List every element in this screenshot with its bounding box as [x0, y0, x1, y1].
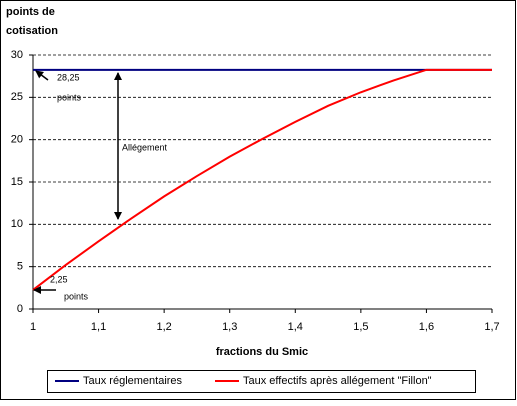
y-tick-label: 10	[11, 218, 23, 230]
x-tick-label: 1,3	[222, 321, 237, 333]
annotation-arrow	[35, 70, 49, 81]
annotation: Allégement	[122, 142, 168, 152]
y-tick-label: 25	[11, 91, 23, 103]
annotation: 2,25	[50, 274, 68, 284]
x-tick-label: 1,4	[288, 321, 303, 333]
line-series	[32, 68, 492, 291]
x-tick-label: 1,5	[353, 321, 368, 333]
y-axis-label: points de	[6, 6, 55, 18]
y-tick-label: 5	[17, 261, 23, 273]
x-tick-label: 1,1	[91, 321, 106, 333]
legend-box	[47, 370, 476, 393]
x-tick-label: 1,6	[419, 321, 434, 333]
x-axis-label: fractions du Smic	[216, 346, 308, 358]
y-tick-label: 15	[11, 176, 23, 188]
legend-label: Taux réglementaires	[83, 375, 183, 387]
x-tick-label: 1	[30, 321, 36, 333]
plot: 0 5 10 15 20 25 30 1 1,1 1,2 1,3 1,4 1,5 1,6 1,7	[11, 49, 500, 333]
legend-label: Taux effectifs après allégement "Fillon"	[243, 375, 432, 387]
annotation: points	[64, 291, 89, 301]
y-axis-label: cotisation	[6, 25, 58, 37]
annotation: 28,25	[57, 72, 80, 82]
x-tick-label: 1,2	[156, 321, 171, 333]
y-tick-label: 30	[11, 49, 23, 61]
x-tick-label: 1,7	[484, 321, 499, 333]
y-tick-label: 20	[11, 134, 23, 146]
annotation: points	[57, 92, 82, 102]
y-tick-label: 0	[17, 303, 23, 315]
